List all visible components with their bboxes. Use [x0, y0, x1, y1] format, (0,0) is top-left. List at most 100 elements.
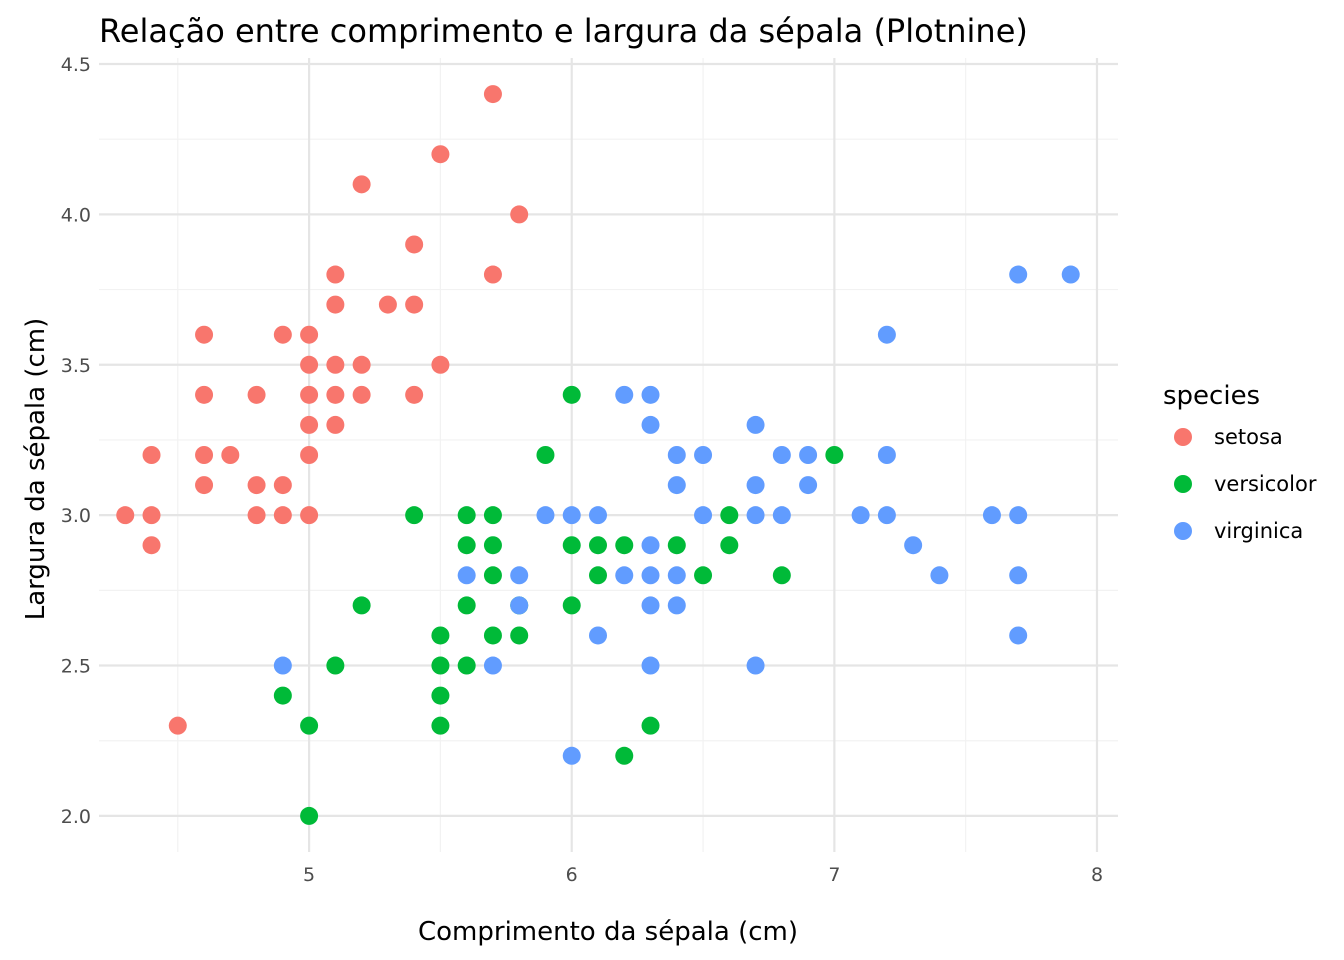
data-point-virginica [536, 506, 555, 525]
data-point-virginica [799, 446, 818, 464]
data-point-setosa [195, 476, 214, 495]
data-point-virginica [746, 476, 765, 495]
data-point-versicolor [300, 806, 319, 825]
data-point-setosa [326, 385, 345, 404]
legend-key-virginica [1174, 522, 1192, 540]
x-tick-label: 7 [828, 864, 840, 886]
data-point-virginica [641, 536, 660, 555]
data-point-versicolor [825, 446, 844, 464]
data-point-setosa [116, 506, 135, 525]
data-point-setosa [142, 536, 161, 555]
data-point-setosa [405, 295, 424, 314]
data-point-virginica [457, 566, 476, 585]
y-tick-label: 2.0 [61, 806, 91, 828]
data-point-versicolor [457, 506, 476, 525]
data-point-virginica [588, 626, 607, 645]
y-tick-label: 4.0 [61, 204, 91, 226]
data-point-setosa [405, 235, 424, 254]
data-point-virginica [694, 506, 713, 525]
data-point-setosa [326, 415, 345, 434]
data-point-virginica [1009, 626, 1028, 645]
data-point-virginica [746, 506, 765, 525]
data-point-virginica [562, 746, 581, 765]
data-point-versicolor [326, 656, 345, 675]
data-point-virginica [1009, 506, 1028, 525]
data-point-virginica [615, 566, 634, 585]
data-point-virginica [562, 506, 581, 525]
data-point-setosa [247, 506, 266, 525]
data-point-versicolor [615, 746, 634, 765]
data-point-setosa [300, 506, 319, 525]
data-point-virginica [746, 656, 765, 675]
data-point-virginica [877, 506, 896, 525]
grid-lines [99, 58, 1118, 852]
data-point-versicolor [720, 536, 739, 555]
data-point-versicolor [720, 506, 739, 525]
data-point-setosa [300, 415, 319, 434]
data-point-virginica [667, 446, 686, 464]
data-point-versicolor [536, 446, 555, 464]
data-point-virginica [510, 596, 529, 615]
data-point-setosa [352, 385, 371, 404]
data-point-setosa [352, 355, 371, 374]
data-point-setosa [195, 325, 214, 344]
data-point-virginica [851, 506, 870, 525]
data-point-versicolor [588, 566, 607, 585]
x-tick-label: 8 [1091, 864, 1103, 886]
legend-label-virginica: virginica [1214, 519, 1303, 543]
series-versicolor [273, 385, 844, 825]
data-point-setosa [483, 85, 502, 104]
data-point-versicolor [615, 536, 634, 555]
data-point-setosa [142, 446, 161, 464]
x-tick-label: 5 [303, 864, 315, 886]
data-point-versicolor [562, 536, 581, 555]
data-point-setosa [168, 716, 187, 735]
data-point-versicolor [431, 716, 450, 735]
data-point-versicolor [641, 716, 660, 735]
y-tick-label: 4.5 [61, 54, 91, 76]
data-point-versicolor [352, 596, 371, 615]
data-point-versicolor [772, 566, 791, 585]
legend-title: species [1163, 381, 1260, 411]
data-point-virginica [1009, 265, 1028, 284]
data-point-setosa [326, 265, 345, 284]
x-tick-label: 6 [566, 864, 578, 886]
data-point-setosa [431, 145, 450, 164]
data-point-virginica [772, 446, 791, 464]
data-point-virginica [1009, 566, 1028, 585]
data-points [116, 85, 1080, 825]
data-point-versicolor [431, 686, 450, 705]
data-point-setosa [483, 265, 502, 284]
data-point-setosa [195, 385, 214, 404]
data-point-versicolor [562, 596, 581, 615]
data-point-versicolor [562, 385, 581, 404]
data-point-versicolor [694, 566, 713, 585]
data-point-setosa [142, 506, 161, 525]
data-point-virginica [904, 536, 923, 555]
data-point-setosa [221, 446, 240, 464]
legend-label-setosa: setosa [1214, 425, 1283, 449]
data-point-virginica [667, 596, 686, 615]
data-point-setosa [326, 295, 345, 314]
data-point-virginica [930, 566, 949, 585]
data-point-setosa [300, 446, 319, 464]
data-point-virginica [273, 656, 292, 675]
data-point-versicolor [483, 536, 502, 555]
y-axis-title: Largura da sépala (cm) [21, 318, 51, 621]
data-point-versicolor [300, 716, 319, 735]
data-point-virginica [641, 656, 660, 675]
data-point-virginica [667, 476, 686, 495]
legend-key-versicolor [1174, 475, 1192, 493]
series-virginica [273, 265, 1080, 765]
data-point-versicolor [483, 566, 502, 585]
data-point-virginica [694, 446, 713, 464]
chart-title: Relação entre comprimento e largura da s… [99, 12, 1028, 50]
legend: species setosa versicolor virginica [1163, 381, 1317, 543]
data-point-setosa [273, 506, 292, 525]
data-point-setosa [247, 476, 266, 495]
data-point-virginica [877, 325, 896, 344]
data-point-versicolor [273, 686, 292, 705]
data-point-setosa [352, 175, 371, 194]
y-tick-label: 3.0 [61, 505, 91, 527]
